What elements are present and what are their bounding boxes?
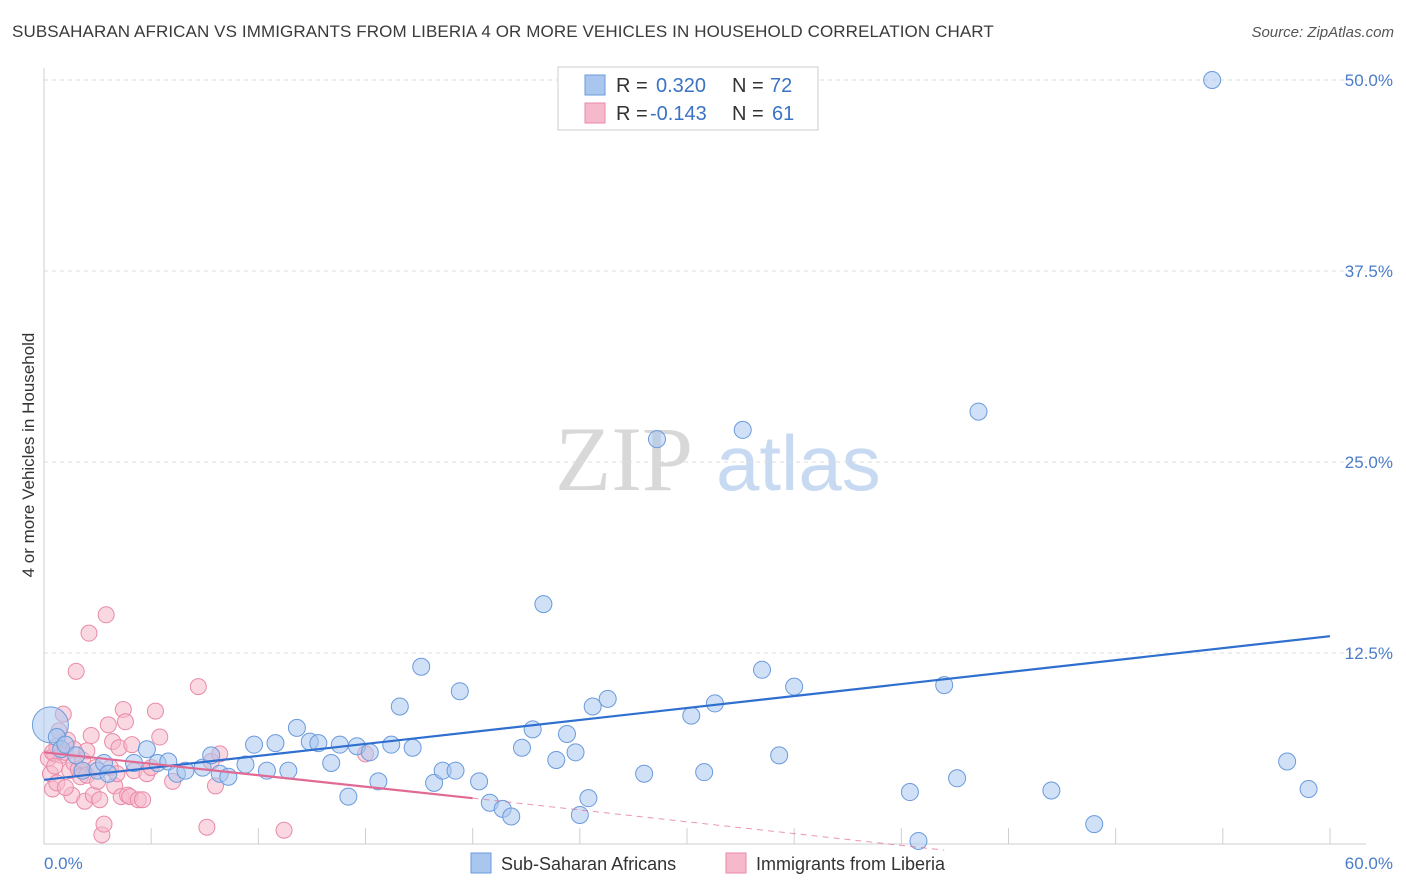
subsaharan-point (635, 764, 654, 783)
liberia-points (39, 606, 374, 844)
subsaharan-point (425, 773, 444, 792)
liberia-point (151, 728, 169, 746)
liberia-point (275, 821, 293, 839)
trend-lines (43, 635, 1331, 851)
subsaharan-point (733, 420, 752, 439)
subsaharan-trend-line (43, 635, 1331, 781)
axes (43, 68, 1366, 845)
subsaharan-point (382, 735, 401, 754)
y-tick-label: 37.5% (1345, 262, 1393, 281)
liberia-point (82, 727, 100, 745)
subsaharan-point (523, 720, 542, 739)
series-legend-swatch-pink (725, 852, 747, 874)
subsaharan-point (647, 430, 666, 449)
subsaharan-point (557, 724, 576, 743)
subsaharan-point (579, 789, 598, 808)
subsaharan-point (279, 761, 298, 780)
liberia-point (95, 815, 113, 833)
legend-r-value-2: -0.143 (650, 103, 707, 125)
legend-r-label-2: R = (616, 103, 648, 125)
watermark-zip: ZIP (555, 408, 693, 510)
x-tick-label-max: 60.0% (1345, 854, 1393, 873)
y-axis-label: 4 or more Vehicles in Household (19, 333, 38, 578)
subsaharan-point (287, 718, 306, 737)
subsaharan-point (339, 787, 358, 806)
liberia-point (146, 702, 164, 720)
subsaharan-point (598, 689, 617, 708)
subsaharan-point (1085, 815, 1104, 834)
liberia-trend-extension (472, 797, 945, 851)
subsaharan-point (137, 740, 156, 759)
liberia-point (91, 791, 109, 809)
legend-r-label-1: R = (616, 75, 648, 97)
subsaharan-point (502, 807, 521, 826)
liberia-point (46, 757, 64, 775)
subsaharan-point (56, 735, 75, 754)
subsaharan-point (566, 743, 585, 762)
liberia-trend-line (43, 751, 473, 800)
subsaharan-point (309, 734, 328, 753)
liberia-point (67, 662, 85, 680)
subsaharan-point (330, 735, 349, 754)
x-tick-label-min: 0.0% (44, 854, 83, 873)
series-legend-label-2: Immigrants from Liberia (756, 854, 946, 874)
legend-n-label-2: N = (732, 103, 764, 125)
subsaharan-point (1299, 779, 1318, 798)
liberia-point (134, 791, 152, 809)
liberia-point (123, 736, 141, 754)
y-tick-labels: 12.5% 25.0% 37.5% 50.0% (1345, 71, 1393, 663)
series-legend: Sub-Saharan Africans Immigrants from Lib… (470, 852, 946, 874)
liberia-point (116, 713, 134, 731)
series-legend-label-1: Sub-Saharan Africans (501, 854, 676, 874)
subsaharan-point (360, 743, 379, 762)
subsaharan-point (512, 738, 531, 757)
y-tick-label: 12.5% (1345, 644, 1393, 663)
subsaharan-point (369, 772, 388, 791)
legend-n-value-2: 61 (772, 103, 794, 125)
subsaharan-point (948, 769, 967, 788)
subsaharan-point (403, 738, 422, 757)
subsaharan-point (450, 682, 469, 701)
subsaharan-point (322, 754, 341, 773)
legend-n-label-1: N = (732, 75, 764, 97)
legend-swatch-pink (584, 102, 606, 124)
liberia-point (56, 778, 74, 796)
correlation-legend: R = 0.320 N = 72 R = -0.143 N = 61 (557, 66, 819, 131)
subsaharan-point (969, 402, 988, 421)
source-label: Source: ZipAtlas.com (1251, 24, 1394, 41)
subsaharan-point (909, 831, 928, 850)
chart-title: SUBSAHARAN AFRICAN VS IMMIGRANTS FROM LI… (12, 22, 994, 41)
subsaharan-point (470, 772, 489, 791)
liberia-point (198, 818, 216, 836)
subsaharan-point (412, 657, 431, 676)
legend-n-value-1: 72 (770, 75, 792, 97)
subsaharan-point (446, 761, 465, 780)
subsaharan-point (753, 660, 772, 679)
subsaharan-point (390, 697, 409, 716)
legend-r-value-1: 0.320 (656, 75, 706, 97)
subsaharan-point (534, 595, 553, 614)
subsaharan-point (770, 746, 789, 765)
liberia-point (99, 716, 117, 734)
series-legend-swatch-blue (470, 852, 492, 874)
liberia-point (80, 624, 98, 642)
subsaharan-point (1203, 71, 1222, 89)
liberia-point (97, 606, 115, 624)
subsaharan-point (785, 677, 804, 696)
legend-swatch-blue (584, 74, 606, 96)
liberia-point (189, 678, 207, 696)
y-tick-label: 25.0% (1345, 453, 1393, 472)
subsaharan-point (245, 735, 264, 754)
subsaharan-point (1042, 781, 1061, 800)
subsaharan-point (695, 763, 714, 782)
y-tick-label: 50.0% (1345, 71, 1393, 90)
subsaharan-point (1278, 752, 1297, 771)
subsaharan-point (900, 783, 919, 802)
subsaharan-point (583, 697, 602, 716)
subsaharan-point (547, 750, 566, 769)
subsaharan-point (682, 706, 701, 725)
gridlines (44, 79, 1366, 654)
subsaharan-point (266, 734, 285, 753)
